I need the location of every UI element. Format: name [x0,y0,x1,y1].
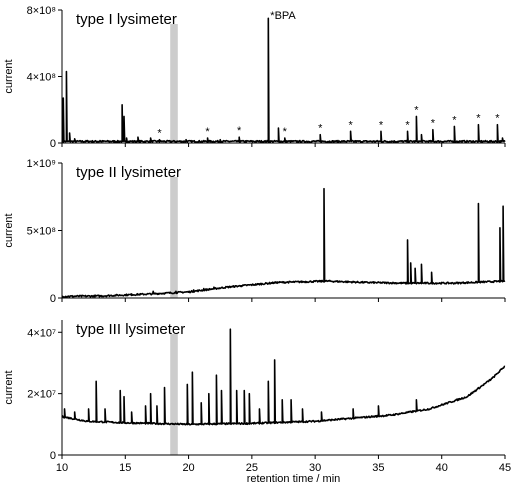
peak-star-marker: * [414,104,419,116]
peak-star-marker: * [157,128,162,140]
peak-star-marker: * [348,119,353,131]
bpa-annotation: *BPA [270,10,296,22]
x-tick-label: 40 [436,462,448,474]
peak-star-marker: * [495,113,500,125]
y-tick-label: 2×10⁷ [27,389,56,401]
panel-title: type III lysimeter [76,321,185,338]
highlight-band [170,177,178,298]
series-line [61,328,506,426]
peak-star-marker: * [237,125,242,137]
highlight-band [170,334,178,455]
peak-star-marker: * [205,126,210,138]
x-tick-label: 10 [56,462,68,474]
y-tick-label: 4×10⁸ [27,72,56,84]
highlight-band [170,24,178,143]
x-tick-label: 15 [119,462,131,474]
series-line [61,187,506,298]
peak-star-marker: * [405,119,410,131]
y-tick-label: 8×10⁸ [27,5,56,17]
peak-star-marker: * [431,118,436,130]
y-tick-label: 0 [50,450,56,462]
peak-star-marker: * [476,113,481,125]
x-axis-label: retention time / min [247,473,341,485]
peak-star-marker: * [379,119,384,131]
peak-star-marker: * [283,126,288,138]
series-line [61,17,506,143]
y-axis-label: current [3,59,15,93]
x-tick-label: 35 [372,462,384,474]
x-tick-label: 45 [499,462,511,474]
peak-star-marker: * [318,123,323,135]
x-tick-label: 30 [309,462,321,474]
panel-title: type II lysimeter [76,164,181,181]
y-axis-label: current [3,213,15,247]
x-tick-label: 20 [182,462,194,474]
x-tick-label: 25 [246,462,258,474]
y-axis-label: current [3,370,15,404]
y-tick-label: 5×10⁸ [27,226,56,238]
y-tick-label: 0 [50,293,56,305]
y-tick-label: 0 [50,138,56,150]
panel-title: type I lysimeter [76,11,177,28]
y-tick-label: 1×10⁹ [27,158,57,170]
y-tick-label: 4×10⁷ [27,327,56,339]
peak-star-marker: * [452,114,457,126]
